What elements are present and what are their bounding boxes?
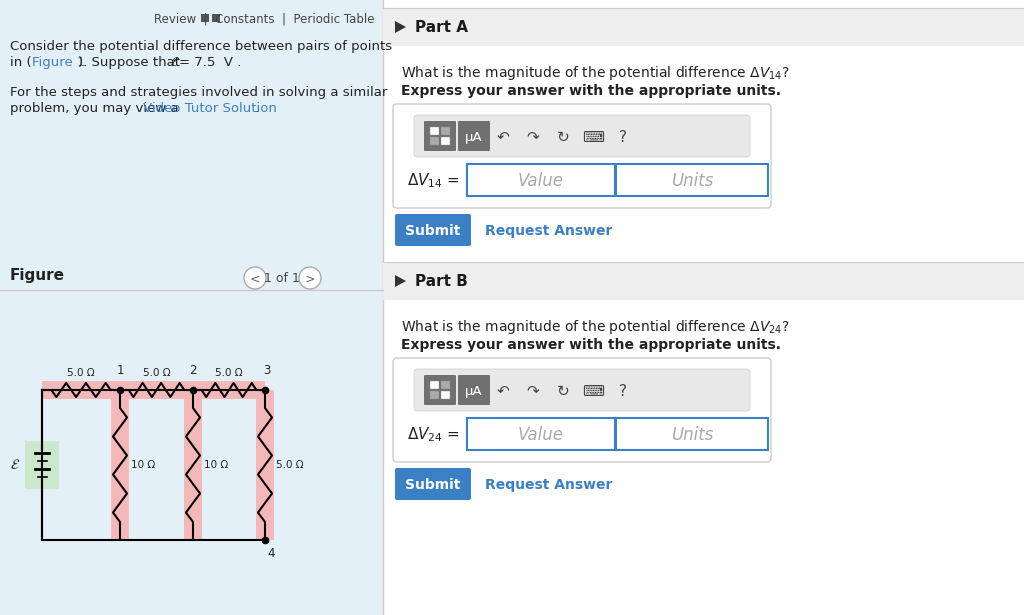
Bar [430,127,439,135]
FancyBboxPatch shape [393,104,771,208]
Text: ?: ? [618,130,627,145]
Text: ↶: ↶ [497,384,509,399]
Bar [430,381,439,389]
Bar [441,127,450,135]
Text: ⌨: ⌨ [582,130,604,145]
Text: $\Delta V_{24}$ =: $\Delta V_{24}$ = [407,426,460,445]
FancyBboxPatch shape [0,0,383,615]
Circle shape [244,267,266,289]
Text: ?: ? [618,384,627,399]
Text: <: < [250,272,260,285]
FancyBboxPatch shape [616,418,768,450]
FancyBboxPatch shape [256,390,274,540]
FancyBboxPatch shape [383,0,1024,615]
Text: ↶: ↶ [497,130,509,145]
Polygon shape [395,21,406,33]
Text: ). Suppose that: ). Suppose that [78,56,184,69]
Text: $\Delta V_{14}$ =: $\Delta V_{14}$ = [407,172,460,191]
Text: What is the magnitude of the potential difference $\Delta V_{24}$?: What is the magnitude of the potential d… [401,318,790,336]
Polygon shape [395,275,406,287]
FancyBboxPatch shape [458,375,490,405]
FancyBboxPatch shape [395,468,471,500]
Text: 5.0 Ω: 5.0 Ω [142,368,170,378]
Text: ↻: ↻ [557,130,569,145]
Text: 3: 3 [263,364,270,377]
FancyBboxPatch shape [414,115,750,157]
Text: Request Answer: Request Answer [485,478,612,492]
Text: 10 Ω: 10 Ω [204,460,228,470]
FancyBboxPatch shape [42,381,120,399]
FancyBboxPatch shape [393,358,771,462]
FancyBboxPatch shape [25,441,59,489]
Text: Figure: Figure [10,268,65,283]
Text: in (: in ( [10,56,32,69]
Text: problem, you may view a: problem, you may view a [10,102,183,115]
Text: μA: μA [465,130,482,143]
Circle shape [299,267,321,289]
FancyBboxPatch shape [193,381,265,399]
FancyBboxPatch shape [424,375,456,405]
Text: 5.0 Ω: 5.0 Ω [215,368,243,378]
Text: $\mathcal{E}$: $\mathcal{E}$ [170,56,180,69]
Bar [441,391,450,399]
FancyBboxPatch shape [383,262,1024,300]
FancyBboxPatch shape [458,121,490,151]
Text: Part B: Part B [415,274,468,290]
Text: 2: 2 [189,364,197,377]
Text: .: . [255,102,259,115]
Text: Review  |  Constants  |  Periodic Table: Review | Constants | Periodic Table [155,12,375,25]
Text: ↷: ↷ [526,130,540,145]
Text: Value: Value [518,426,564,444]
Text: Value: Value [518,172,564,190]
Text: 4: 4 [267,547,274,560]
Text: μA: μA [465,384,482,397]
Bar [201,14,209,22]
FancyBboxPatch shape [395,214,471,246]
Text: Consider the potential difference between pairs of points: Consider the potential difference betwee… [10,40,392,53]
FancyBboxPatch shape [467,418,615,450]
FancyBboxPatch shape [120,381,193,399]
Text: Submit: Submit [406,478,461,492]
Bar [441,137,450,145]
Text: ⌨: ⌨ [582,384,604,399]
Text: Video Tutor Solution: Video Tutor Solution [143,102,276,115]
Text: ↻: ↻ [557,384,569,399]
Text: Units: Units [671,426,713,444]
Bar [430,137,439,145]
FancyBboxPatch shape [467,164,615,196]
Text: Request Answer: Request Answer [485,224,612,238]
Text: 5.0 Ω: 5.0 Ω [68,368,95,378]
Text: What is the magnitude of the potential difference $\Delta V_{14}$?: What is the magnitude of the potential d… [401,64,790,82]
Text: Submit: Submit [406,224,461,238]
FancyBboxPatch shape [424,121,456,151]
Text: Express your answer with the appropriate units.: Express your answer with the appropriate… [401,84,781,98]
Text: ↷: ↷ [526,384,540,399]
Text: >: > [305,272,315,285]
Bar [441,381,450,389]
Text: 5.0 Ω: 5.0 Ω [276,460,304,470]
Text: Part A: Part A [415,20,468,36]
Bar [212,14,220,22]
Text: 1: 1 [117,364,124,377]
FancyBboxPatch shape [414,369,750,411]
Text: Figure 1: Figure 1 [32,56,85,69]
Text: = 7.5  V .: = 7.5 V . [179,56,242,69]
FancyBboxPatch shape [184,390,202,540]
Text: Express your answer with the appropriate units.: Express your answer with the appropriate… [401,338,781,352]
Text: $\mathcal{E}$: $\mathcal{E}$ [10,458,20,472]
FancyBboxPatch shape [111,390,129,540]
Bar [430,391,439,399]
FancyBboxPatch shape [383,8,1024,46]
Text: Units: Units [671,172,713,190]
Text: For the steps and strategies involved in solving a similar: For the steps and strategies involved in… [10,86,387,99]
Text: 1 of 1: 1 of 1 [264,272,300,285]
FancyBboxPatch shape [616,164,768,196]
Text: 10 Ω: 10 Ω [131,460,156,470]
